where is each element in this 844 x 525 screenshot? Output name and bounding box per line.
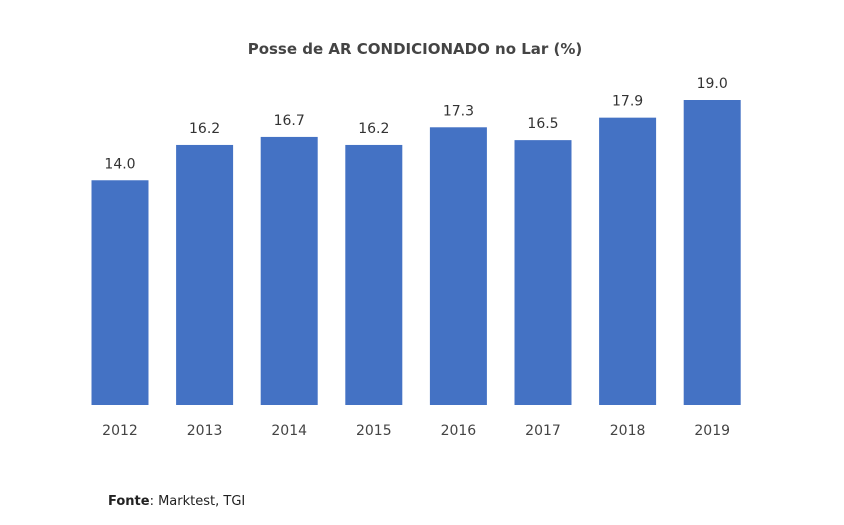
data-label: 16.2: [189, 121, 220, 137]
source-label: Fonte: [108, 494, 150, 509]
bar-2012: [91, 180, 149, 405]
x-tick-label: 2018: [610, 423, 646, 439]
source-value: : Marktest, TGI: [149, 494, 246, 509]
bar-2018: [599, 117, 657, 405]
x-tick-label: 2017: [525, 423, 561, 439]
bar-2015: [345, 144, 403, 405]
data-label: 16.5: [527, 116, 558, 132]
x-tick-label: 2019: [694, 423, 730, 439]
x-tick-label: 2012: [102, 423, 138, 439]
data-label: 19.0: [697, 76, 728, 92]
bar-2016: [429, 127, 487, 405]
x-tick-label: 2016: [441, 423, 477, 439]
x-tick-label: 2013: [187, 423, 223, 439]
chart-title: Posse de AR CONDICIONADO no Lar (%): [248, 40, 583, 58]
data-label: 16.7: [274, 113, 305, 129]
data-label: 17.9: [612, 94, 643, 110]
data-label: 14.0: [104, 156, 135, 172]
data-label: 16.2: [358, 121, 389, 137]
data-label: 17.3: [443, 103, 474, 119]
source-note: Fonte: Marktest, TGI: [108, 494, 245, 509]
bar-2014: [260, 136, 318, 405]
bar-2019: [683, 100, 741, 405]
x-tick-label: 2014: [271, 423, 307, 439]
bar-2013: [176, 144, 234, 405]
bar-2017: [514, 140, 572, 405]
x-tick-label: 2015: [356, 423, 392, 439]
